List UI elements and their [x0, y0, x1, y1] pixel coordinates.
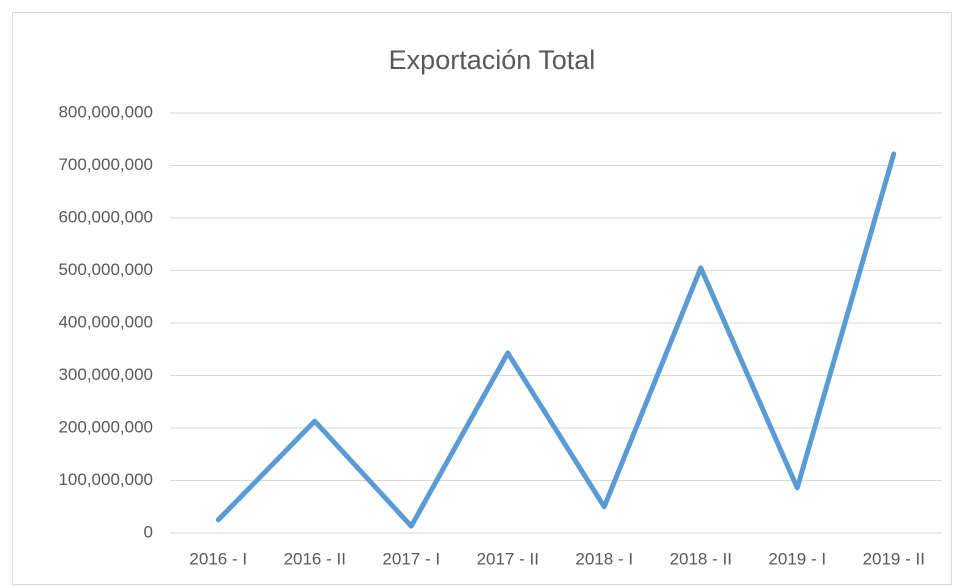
- x-tick-label: 2016 - I: [189, 549, 247, 568]
- y-tick-label: 200,000,000: [58, 417, 153, 436]
- x-tick-label: 2018 - I: [575, 549, 633, 568]
- chart-frame: [12, 12, 952, 585]
- chart-title: Exportación Total: [389, 45, 596, 75]
- x-tick-label: 2019 - II: [863, 549, 925, 568]
- x-tick-label: 2017 - I: [382, 549, 440, 568]
- y-tick-label: 500,000,000: [58, 260, 153, 279]
- y-tick-label: 300,000,000: [58, 365, 153, 384]
- y-tick-label: 800,000,000: [58, 102, 153, 121]
- x-tick-label: 2018 - II: [670, 549, 732, 568]
- x-tick-label: 2017 - II: [477, 549, 539, 568]
- x-tick-label: 2016 - II: [284, 549, 346, 568]
- y-tick-label: 100,000,000: [58, 470, 153, 489]
- x-tick-label: 2019 - I: [768, 549, 826, 568]
- y-tick-label: 600,000,000: [58, 207, 153, 226]
- y-tick-label: 700,000,000: [58, 155, 153, 174]
- data-line: [215, 151, 897, 529]
- y-tick-label: 0: [144, 522, 153, 541]
- y-tick-label: 400,000,000: [58, 312, 153, 331]
